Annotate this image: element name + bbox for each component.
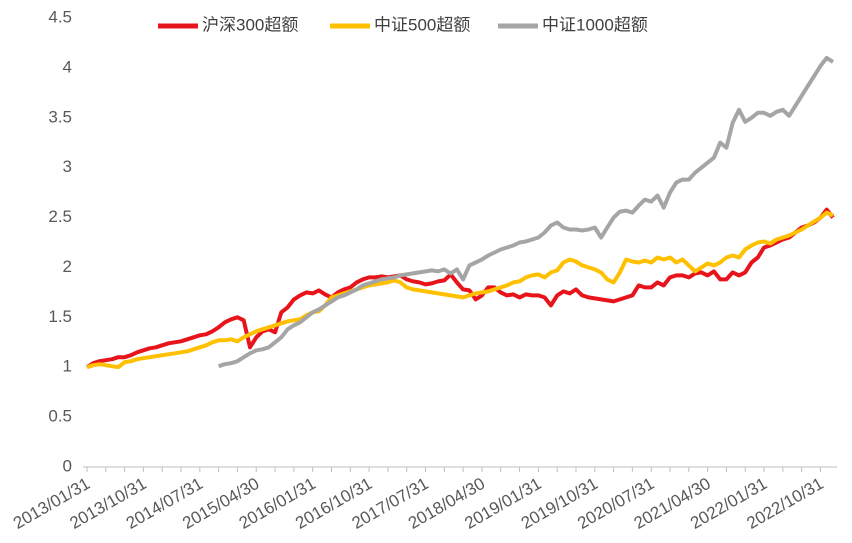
legend-label: 沪深300超额 xyxy=(202,15,298,34)
y-tick-label: 1 xyxy=(63,357,72,376)
y-tick-label: 0.5 xyxy=(48,407,72,426)
y-tick-label: 3 xyxy=(63,157,72,176)
y-tick-label: 3.5 xyxy=(48,107,72,126)
legend-label: 中证500超额 xyxy=(374,15,470,34)
y-tick-label: 4.5 xyxy=(48,7,72,26)
legend-label: 中证1000超额 xyxy=(542,15,648,34)
y-tick-label: 4 xyxy=(63,57,72,76)
y-tick-label: 2 xyxy=(63,257,72,276)
y-tick-label: 0 xyxy=(63,456,72,475)
series-line xyxy=(217,55,835,369)
y-tick-label: 1.5 xyxy=(48,307,72,326)
y-tick-label: 2.5 xyxy=(48,207,72,226)
series-line xyxy=(86,210,834,370)
series-line xyxy=(85,207,835,369)
